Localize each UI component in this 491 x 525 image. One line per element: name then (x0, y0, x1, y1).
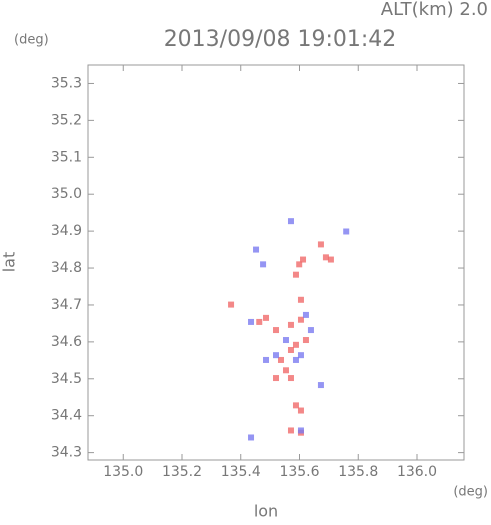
radar-echo (297, 427, 304, 434)
x-tick-label: 136.0 (397, 464, 437, 480)
radar-echo (248, 318, 255, 325)
radar-echo (287, 375, 294, 382)
y-tick-label: 34.9 (51, 223, 82, 239)
radar-echo (287, 427, 294, 434)
x-tick-label: 135.2 (162, 464, 202, 480)
x-axis-label: lon (254, 502, 278, 521)
radar-echo (327, 256, 334, 263)
x-tick-label: 135.6 (279, 464, 319, 480)
radar-echo (297, 316, 304, 323)
y-tick-label: 35.2 (51, 112, 82, 128)
radar-echo (256, 318, 263, 325)
radar-echo (263, 314, 270, 321)
y-tick-label: 34.8 (51, 260, 82, 276)
radar-echo (287, 218, 294, 225)
altitude-label: ALT(km) 2.0 (381, 0, 488, 20)
x-unit: (deg) (453, 485, 488, 500)
y-tick-label: 35.1 (51, 149, 82, 165)
radar-echo (253, 246, 260, 253)
y-axis-label: lat (0, 252, 19, 273)
y-tick-label: 34.4 (51, 408, 82, 424)
radar-echo (300, 256, 307, 263)
y-unit: (deg) (14, 33, 49, 48)
radar-echo (260, 261, 267, 268)
x-tick-label: 135.4 (221, 464, 261, 480)
radar-echo (292, 356, 299, 363)
radar-echo (287, 346, 294, 353)
y-tick-label: 35.3 (51, 75, 82, 91)
radar-echo (273, 352, 279, 359)
radar-echo (292, 402, 299, 409)
radar-echo (248, 434, 255, 441)
y-tick-label: 34.6 (51, 334, 82, 350)
radar-echo (296, 261, 303, 268)
radar-echo (282, 367, 289, 374)
radar-echo (317, 382, 324, 389)
y-tick-label: 34.3 (51, 445, 82, 461)
radar-echo (263, 356, 270, 363)
radar-echo (273, 327, 279, 334)
radar-echo (297, 407, 304, 414)
x-tick-label: 135.0 (103, 464, 143, 480)
radar-echo (292, 341, 299, 348)
radar-echo (317, 241, 324, 248)
radar-echo (307, 327, 314, 334)
radar-echo (297, 296, 304, 303)
y-tick-label: 34.7 (51, 297, 82, 313)
radar-echo (282, 337, 289, 344)
y-tick-label: 35.0 (51, 186, 82, 202)
chart-title: 2013/09/08 19:01:42 (164, 27, 397, 52)
radar-echo (292, 271, 299, 278)
radar-echo (228, 301, 235, 308)
radar-echo (287, 321, 294, 328)
radar-echo (302, 337, 309, 344)
radar-echo (273, 375, 279, 382)
radar-echo (302, 311, 309, 318)
radar-echo (343, 228, 350, 235)
radar-echo (277, 356, 284, 363)
plot-frame (87, 64, 465, 461)
x-tick-label: 135.8 (338, 464, 378, 480)
radar-echo (297, 352, 304, 359)
y-tick-label: 34.5 (51, 371, 82, 387)
radar-echo (322, 254, 329, 261)
